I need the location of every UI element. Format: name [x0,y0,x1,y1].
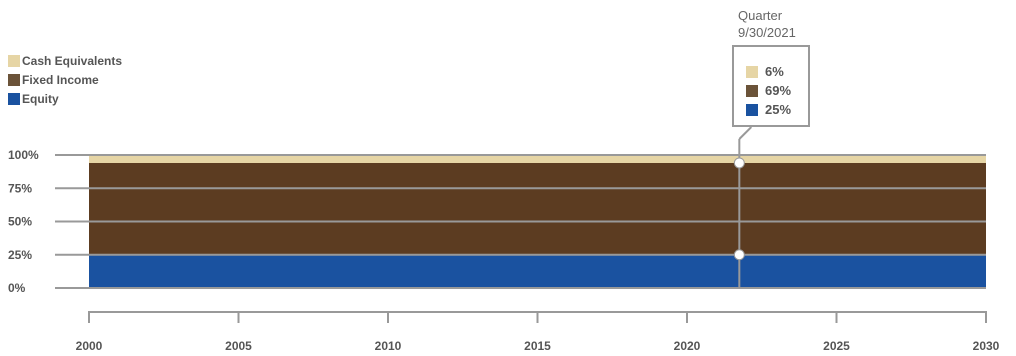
marker-dot-0 [733,249,745,261]
tooltip-header: Quarter 9/30/2021 [738,7,796,41]
tooltip-swatch-cash [746,65,758,78]
legend-label-cash: Cash Equivalents [22,53,123,68]
chart-legend: Cash Equivalents Fixed Income Equity [8,51,122,108]
tooltip-swatch-fixed-income [746,84,758,97]
area-cash-equivalents [89,155,986,163]
tooltip-box: 6% 69% 25% [732,45,810,127]
legend-label-fixed-income: Fixed Income [22,72,99,87]
legend-swatch-cash [8,54,20,67]
legend-swatch-fixed-income [8,73,20,86]
x-tick-label: 2015 [524,339,551,353]
legend-label-equity: Equity [22,91,59,106]
area-equity [89,254,986,288]
x-tick-label: 2005 [225,339,252,353]
legend-item-fixed-income[interactable]: Fixed Income [8,70,122,89]
tooltip-value-fixed-income: 69% [765,83,792,98]
y-tick-label: 50% [8,215,32,229]
y-tick-label: 0% [8,281,26,295]
y-tick-label: 75% [8,181,32,195]
x-tick-label: 2030 [973,339,1000,353]
x-tick-label: 2000 [76,339,103,353]
x-tick-label: 2010 [375,339,402,353]
area-fixed-income [89,162,986,255]
tooltip-value-cash: 6% [765,64,784,79]
tooltip-swatch-equity [746,103,758,116]
legend-item-equity[interactable]: Equity [8,89,122,108]
y-tick-label: 25% [8,248,32,262]
marker-dot-1 [733,157,745,169]
tooltip-row-equity: 25% [746,102,791,117]
tooltip-pointer [738,126,753,140]
legend-item-cash[interactable]: Cash Equivalents [8,51,122,70]
x-tick-label: 2020 [674,339,701,353]
tooltip-row-cash: 6% [746,64,784,79]
tooltip-row-fixed-income: 69% [746,83,791,98]
y-tick-label: 100% [8,148,39,162]
tooltip-date: 9/30/2021 [738,25,796,40]
tooltip-title: Quarter [738,8,783,23]
tooltip-value-equity: 25% [765,102,792,117]
legend-swatch-equity [8,92,20,105]
x-tick-label: 2025 [823,339,850,353]
